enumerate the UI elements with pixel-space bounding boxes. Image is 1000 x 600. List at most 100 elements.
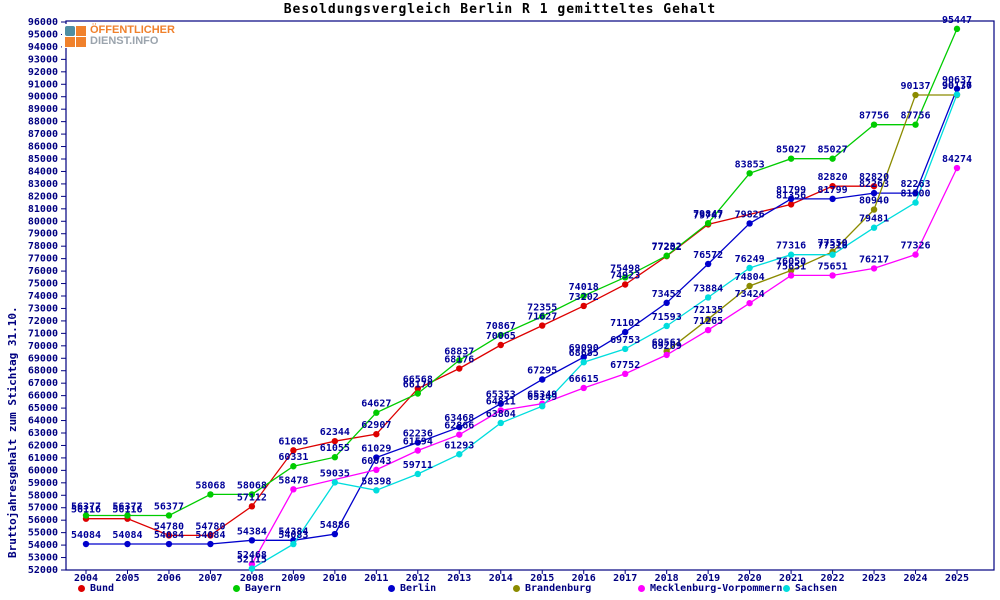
data-point-bund <box>829 182 836 190</box>
legend-label: Berlin <box>400 583 437 594</box>
data-point-mecklenburg-vorpommern <box>290 486 297 493</box>
value-label-mecklenburg-vorpommern: 77326 <box>900 241 930 252</box>
data-point-bund <box>207 532 214 539</box>
series-line-mecklenburg-vorpommern <box>251 167 958 565</box>
data-point-bayern <box>456 357 463 364</box>
x-tick-label: 2022 <box>821 573 845 584</box>
y-tick-label: 69000 <box>28 353 58 364</box>
value-label-bund: 56116 <box>112 505 142 516</box>
y-tick-label: 93000 <box>28 54 58 65</box>
y-tick-label: 58000 <box>28 490 58 501</box>
data-point-bund <box>331 437 339 445</box>
y-tick-label: 91000 <box>28 79 58 90</box>
data-point-mecklenburg-vorpommern <box>580 384 587 392</box>
x-tick-label: 2008 <box>240 573 264 584</box>
value-label-bund: 61605 <box>278 436 308 447</box>
value-label-bund: 74923 <box>610 271 640 282</box>
y-tick-label: 59000 <box>28 478 58 489</box>
legend-label: Mecklenburg-Vorpommern <box>650 583 783 594</box>
value-label-bayern: 56377 <box>71 501 101 512</box>
data-point-bund <box>456 365 463 372</box>
data-point-sachsen <box>787 251 795 258</box>
data-point-berlin <box>580 353 587 361</box>
legend-marker-brandenburg <box>513 585 520 592</box>
x-tick-label: 2016 <box>572 573 596 584</box>
logo-square-orange <box>76 26 86 36</box>
data-point-berlin <box>870 189 878 197</box>
y-tick-label: 55000 <box>28 528 58 539</box>
data-point-berlin <box>787 195 795 203</box>
y-tick-label: 92000 <box>28 67 58 78</box>
data-point-berlin <box>373 454 380 461</box>
legend-item-mecklenburg-vorpommern: Mecklenburg-Vorpommern <box>638 583 782 594</box>
value-label-sachsen: 59711 <box>403 460 433 471</box>
value-label-berlin: 63468 <box>444 413 474 424</box>
data-point-berlin <box>82 540 90 548</box>
y-tick-label: 81000 <box>28 204 58 215</box>
x-tick-label: 2011 <box>364 573 388 584</box>
value-label-mecklenburg-vorpommern: 73424 <box>735 289 765 300</box>
data-point-berlin <box>165 540 173 548</box>
data-point-bayern <box>497 331 504 339</box>
value-label-sachsen: 68685 <box>569 348 599 359</box>
value-label-sachsen: 54083 <box>278 530 308 541</box>
value-label-berlin: 54084 <box>71 530 101 541</box>
legend-marker-bund <box>78 585 85 592</box>
value-label-mecklenburg-vorpommern: 84274 <box>942 154 972 165</box>
data-point-bayern <box>746 170 753 177</box>
value-label-bund: 56116 <box>71 505 101 516</box>
data-point-bayern <box>580 292 587 299</box>
data-point-bayern <box>787 155 795 162</box>
value-label-sachsen: 63804 <box>486 409 516 420</box>
value-label-berlin: 69090 <box>569 343 599 354</box>
value-label-berlin: 76572 <box>693 250 723 261</box>
logo-text: ÖFFENTLICHER DIENST.INFO <box>90 25 175 47</box>
x-tick-label: 2019 <box>696 573 720 584</box>
value-label-berlin: 71102 <box>610 318 640 329</box>
x-tick-label: 2013 <box>447 573 471 584</box>
data-point-mecklenburg-vorpommern <box>912 251 919 258</box>
x-tick-label: 2006 <box>157 573 181 584</box>
data-point-sachsen <box>663 322 670 330</box>
data-point-berlin <box>456 423 463 431</box>
data-point-mecklenburg-vorpommern <box>497 407 504 414</box>
value-label-brandenburg: 72135 <box>693 305 723 316</box>
legend-item-brandenburg: Brandenburg <box>513 583 591 594</box>
value-label-mecklenburg-vorpommern: 71265 <box>693 316 723 327</box>
logo-square-orange <box>65 37 75 47</box>
value-label-bund: 62344 <box>320 427 350 438</box>
series-line-brandenburg <box>666 94 957 352</box>
data-point-sachsen <box>953 91 961 98</box>
value-label-mecklenburg-vorpommern: 62866 <box>444 421 474 432</box>
x-tick-label: 2005 <box>115 573 139 584</box>
x-tick-label: 2010 <box>323 573 347 584</box>
data-point-bund <box>870 182 878 190</box>
data-point-sachsen <box>912 199 919 206</box>
data-point-bayern <box>248 491 256 498</box>
data-point-bund <box>248 503 256 510</box>
x-tick-label: 2018 <box>655 573 679 584</box>
value-label-bund: 73202 <box>569 292 599 303</box>
y-tick-label: 54000 <box>28 540 58 551</box>
x-tick-label: 2024 <box>903 573 927 584</box>
data-point-bund <box>787 201 795 208</box>
data-point-sachsen <box>829 251 836 258</box>
y-tick-label: 76000 <box>28 266 58 277</box>
legend: Bund Bayern Berlin Brandenburg Mecklenbu… <box>0 583 1000 598</box>
data-point-bayern <box>82 512 90 519</box>
data-point-berlin <box>829 195 836 203</box>
value-label-berlin: 82263 <box>859 179 889 190</box>
value-label-bund: 66568 <box>403 375 433 386</box>
value-label-bund: 54780 <box>154 521 184 532</box>
data-point-berlin <box>704 260 712 268</box>
value-label-berlin: 67295 <box>527 366 557 377</box>
data-point-bund <box>621 281 629 288</box>
data-point-mecklenburg-vorpommern <box>248 560 256 568</box>
data-point-sachsen <box>621 345 629 353</box>
y-tick-label: 80000 <box>28 216 58 227</box>
value-label-mecklenburg-vorpommern: 75651 <box>818 261 848 272</box>
value-label-sachsen: 90176 <box>942 81 972 92</box>
data-point-mecklenburg-vorpommern <box>787 272 795 279</box>
value-label-berlin: 82263 <box>900 179 930 190</box>
value-label-bund: 79747 <box>693 210 723 221</box>
